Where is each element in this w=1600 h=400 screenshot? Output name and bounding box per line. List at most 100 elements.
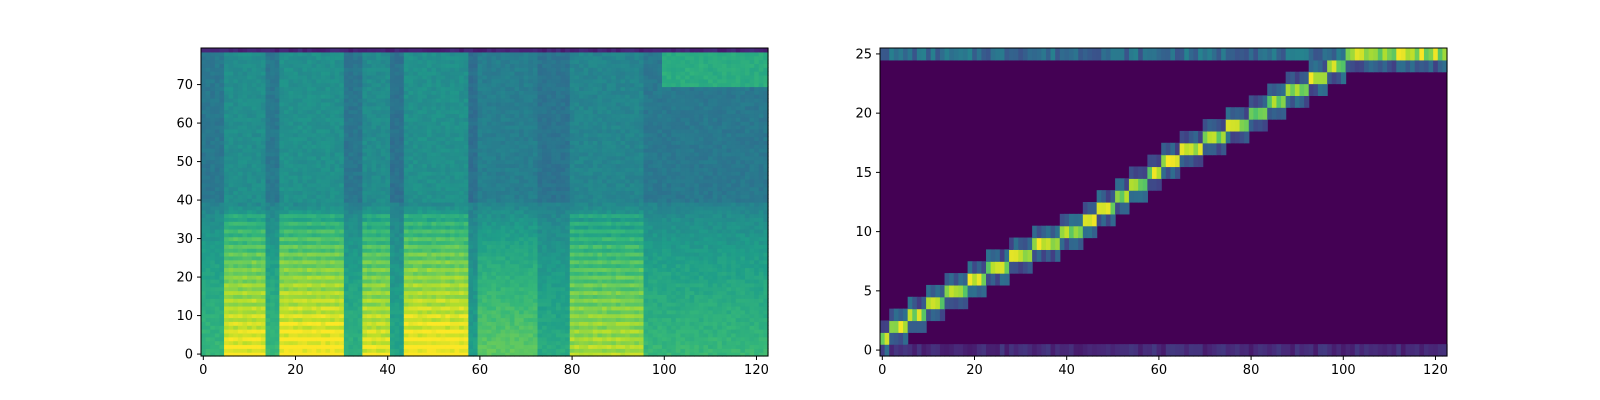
spectrogram-cell (228, 132, 234, 138)
spectrogram-cell (311, 248, 317, 253)
spectrogram-cell (477, 317, 483, 322)
spectrogram-cell (417, 63, 423, 68)
spectrogram-cell (251, 263, 257, 269)
spectrogram-cell (417, 151, 423, 157)
spectrogram-cell (468, 352, 474, 357)
spectrogram-cell (431, 325, 437, 330)
spectrogram-cell (219, 244, 225, 249)
spectrogram-cell (371, 198, 377, 203)
spectrogram-cell (320, 240, 327, 245)
spectrogram-cell (325, 67, 331, 72)
spectrogram-cell (210, 309, 216, 315)
spectrogram-cell (454, 151, 460, 157)
spectrogram-cell (288, 67, 294, 72)
spectrogram-cell (376, 244, 382, 249)
spectrogram-cell (403, 109, 410, 115)
spectrogram-cell (449, 302, 456, 307)
spectrogram-cell (468, 332, 474, 338)
spectrogram-cell (422, 121, 428, 126)
spectrogram-cell (307, 125, 313, 130)
spectrogram-cell (357, 59, 363, 64)
spectrogram-cell (302, 194, 308, 199)
spectrogram-cell (362, 132, 368, 138)
spectrogram-cell (463, 63, 469, 68)
spectrogram-cell (422, 155, 428, 161)
spectrogram-cell (390, 348, 396, 353)
spectrogram-cell (371, 63, 377, 68)
spectrogram-cell (394, 167, 400, 172)
spectrogram-cell (454, 344, 460, 349)
spectrogram-cell (413, 302, 419, 307)
spectrogram-cell (436, 194, 442, 199)
spectrogram-cell (237, 105, 244, 111)
spectrogram-cell (214, 121, 221, 126)
spectrogram-cell (219, 282, 225, 288)
spectrogram-cell (265, 352, 271, 357)
spectrogram-cell (205, 140, 211, 145)
spectrogram-cell (459, 205, 465, 211)
spectrogram-cell (242, 321, 248, 326)
spectrogram-cell (307, 236, 313, 242)
spectrogram-cell (311, 190, 317, 195)
spectrogram-cell (366, 113, 373, 118)
spectrogram-cell (445, 248, 451, 253)
spectrogram-cell (362, 228, 368, 234)
spectrogram-cell (297, 228, 304, 234)
spectrogram-cell (343, 190, 350, 195)
spectrogram-cell (251, 178, 257, 184)
spectrogram-cell (274, 286, 280, 292)
spectrogram-cell (445, 317, 451, 322)
spectrogram-cell (224, 132, 230, 138)
spectrogram-cell (343, 248, 350, 253)
spectrogram-cell (210, 298, 216, 303)
spectrogram-cell (436, 128, 442, 134)
spectrogram-cell (408, 94, 414, 99)
spectrogram-cell (279, 74, 285, 80)
spectrogram-cell (260, 186, 267, 192)
spectrogram-cell (390, 55, 396, 61)
spectrogram-cell (228, 248, 234, 253)
spectrogram-cell (390, 221, 396, 226)
spectrogram-cell (205, 171, 211, 176)
spectrogram-cell (210, 190, 216, 195)
spectrogram-cell (256, 182, 262, 188)
spectrogram-cell (325, 298, 331, 303)
spectrogram-cell (394, 144, 400, 149)
spectrogram-cell (431, 275, 437, 280)
spectrogram-cell (426, 128, 433, 134)
spectrogram-cell (228, 82, 234, 88)
spectrogram-cell (436, 51, 442, 57)
spectrogram-cell (454, 271, 460, 276)
spectrogram-cell (302, 309, 308, 315)
spectrogram-cell (260, 321, 267, 326)
spectrogram-cell (459, 275, 465, 280)
spectrogram-cell (233, 190, 239, 195)
spectrogram-cell (228, 352, 234, 357)
spectrogram-cell (463, 71, 469, 76)
spectrogram-cell (343, 144, 350, 149)
spectrogram-cell (394, 213, 400, 218)
spectrogram-cell (385, 98, 391, 103)
spectrogram-cell (445, 313, 451, 319)
spectrogram-cell (399, 74, 405, 80)
spectrogram-cell (390, 313, 396, 319)
spectrogram-cell (436, 98, 442, 103)
spectrogram-cell (463, 248, 469, 253)
spectrogram-cell (486, 305, 493, 311)
spectrogram-cell (426, 48, 433, 53)
spectrogram-cell (297, 78, 304, 84)
spectrogram-cell (274, 259, 280, 265)
spectrogram-cell (251, 67, 257, 72)
spectrogram-cell (477, 194, 483, 199)
spectrogram-cell (390, 302, 396, 307)
spectrogram-cell (413, 151, 419, 157)
spectrogram-cell (302, 317, 308, 322)
spectrogram-cell (334, 74, 340, 80)
spectrogram-cell (260, 94, 267, 99)
spectrogram-cell (283, 352, 290, 357)
spectrogram-cell (390, 98, 396, 103)
spectrogram-cell (325, 267, 331, 272)
spectrogram-cell (228, 282, 234, 288)
spectrogram-cell (320, 86, 327, 91)
spectrogram-cell (205, 317, 211, 322)
